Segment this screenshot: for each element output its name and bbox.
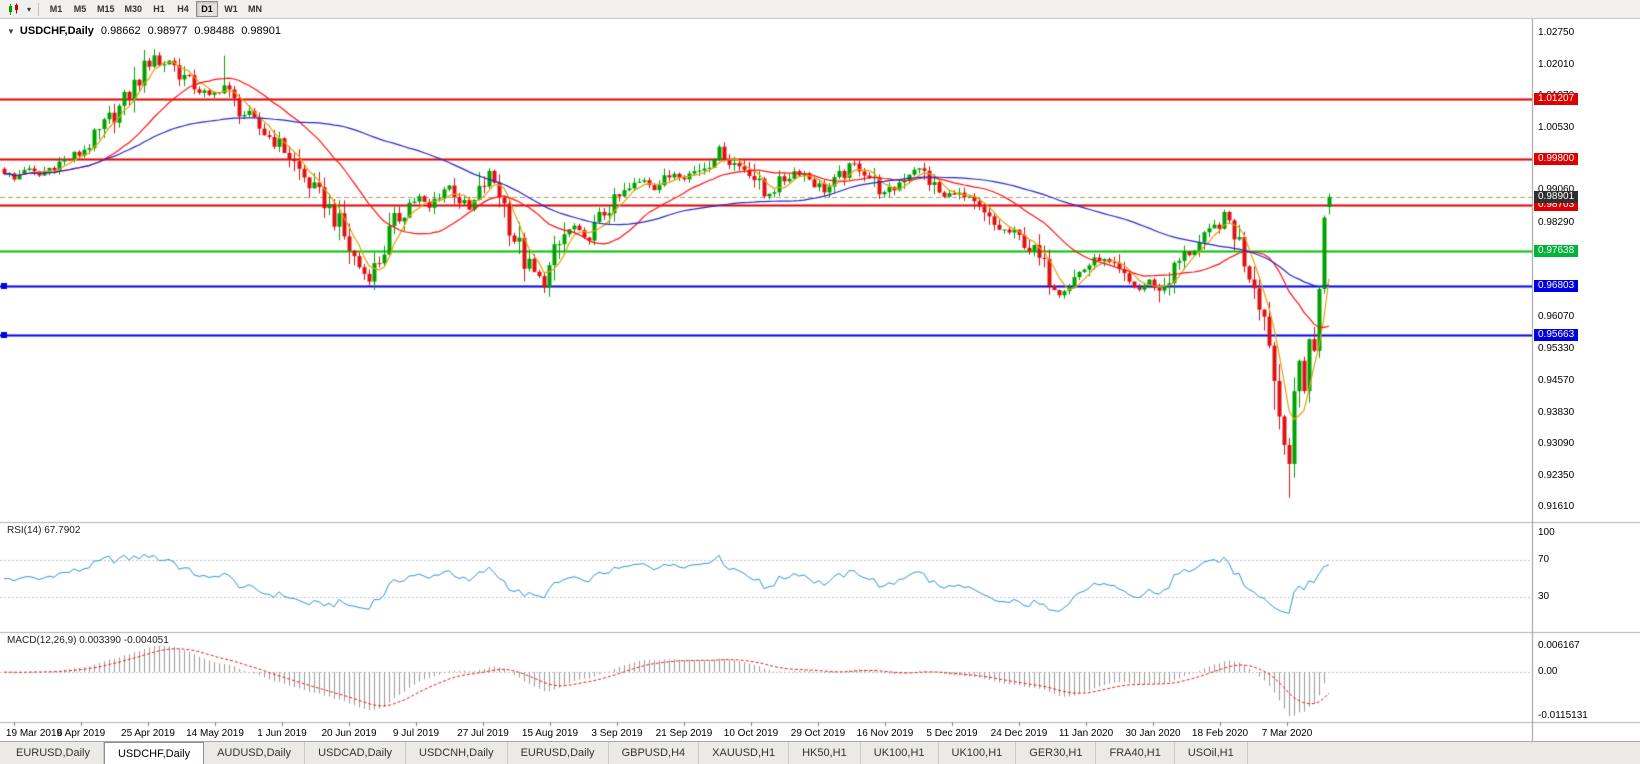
- date-axis-label: 25 Apr 2019: [121, 728, 175, 739]
- chart-type-dropdown-icon[interactable]: ▾: [27, 4, 32, 14]
- date-axis-label: 6 Apr 2019: [56, 728, 106, 739]
- rsi-indicator-label: RSI(14) 67.7902: [7, 525, 81, 536]
- chart-tab[interactable]: AUDUSD,Daily: [204, 742, 306, 764]
- date-axis-label: 24 Dec 2019: [990, 728, 1048, 739]
- toolbar: ▾ M1 M5 M15 M30 H1 H4 D1 W1 MN: [0, 0, 1640, 19]
- date-axis-label: 27 Jul 2019: [457, 728, 509, 739]
- date-axis-label: 18 Feb 2020: [1191, 728, 1249, 739]
- date-axis-label: 19 Mar 2019: [5, 728, 63, 739]
- date-axis-label: 20 Jun 2019: [321, 728, 377, 739]
- price-axis-label: 0.93090: [1538, 438, 1575, 450]
- price-badge: 0.98901: [1534, 190, 1579, 203]
- chart-tab[interactable]: USDCNH,Daily: [406, 742, 508, 764]
- price-badge: 0.99800: [1534, 152, 1579, 165]
- date-axis-label: 5 Dec 2019: [926, 728, 978, 739]
- price-badge: 1.01207: [1534, 92, 1579, 105]
- tf-button-m1[interactable]: M1: [45, 1, 67, 17]
- price-axis-label: 0.98290: [1538, 216, 1575, 228]
- price-chart-canvas[interactable]: [0, 19, 1640, 741]
- date-axis-label: 14 May 2019: [186, 728, 244, 739]
- rsi-axis-label: 30: [1538, 590, 1550, 602]
- chart-tab[interactable]: XAUUSD,H1: [699, 742, 790, 764]
- chart-tab[interactable]: USDCAD,Daily: [305, 742, 407, 764]
- chart-tab[interactable]: USDCHF,Daily: [103, 742, 205, 764]
- date-axis-label: 16 Nov 2019: [856, 728, 914, 739]
- chart-tab[interactable]: UK100,H1: [939, 742, 1017, 764]
- symbol-timeframe-label: USDCHF,Daily: [19, 25, 94, 37]
- tf-button-m30[interactable]: M30: [121, 1, 147, 17]
- price-axis-label: 0.94570: [1538, 375, 1575, 387]
- price-axis-label: 0.96070: [1538, 311, 1575, 323]
- chart-tab[interactable]: USOil,H1: [1175, 742, 1248, 764]
- price-axis-label: 1.00530: [1538, 121, 1575, 133]
- chart-tab[interactable]: GER30,H1: [1016, 742, 1097, 764]
- chart-tabs-bar: EURUSD,Daily USDCHF,Daily AUDUSD,Daily U…: [0, 741, 1640, 764]
- date-axis-label: 10 Oct 2019: [723, 728, 779, 739]
- date-axis-label: 7 Mar 2020: [1261, 728, 1313, 739]
- price-axis-label: 0.99060: [1538, 184, 1575, 196]
- rsi-axis-label: 70: [1538, 554, 1550, 566]
- date-axis-label: 1 Jun 2019: [257, 728, 307, 739]
- chart-tab[interactable]: HK50,H1: [789, 742, 861, 764]
- tf-button-h4[interactable]: H4: [172, 1, 194, 17]
- price-axis-label: 1.02750: [1538, 27, 1575, 38]
- tf-button-m15[interactable]: M15: [93, 1, 119, 17]
- toolbar-separator: [38, 2, 40, 16]
- high-value: 0.98977: [147, 25, 188, 37]
- date-axis-label: 9 Jul 2019: [392, 728, 440, 739]
- low-value: 0.98488: [194, 25, 235, 37]
- chart-tab[interactable]: UK100,H1: [861, 742, 939, 764]
- price-axis-label: 0.93830: [1538, 406, 1575, 418]
- close-value: 0.98901: [241, 25, 281, 37]
- macd-axis-label: 0.006167: [1538, 640, 1580, 651]
- price-axis-label: 1.02010: [1538, 58, 1575, 70]
- macd-axis-label: -0.0115131: [1538, 710, 1588, 721]
- tf-button-mn[interactable]: MN: [244, 1, 266, 17]
- date-axis-label: 11 Jan 2020: [1058, 728, 1114, 739]
- open-value: 0.98662: [100, 25, 141, 37]
- tf-button-m5[interactable]: M5: [69, 1, 91, 17]
- chart-window: ▼ USDCHF,Daily 0.98662 0.98977 0.98488 0…: [0, 19, 1640, 741]
- price-badge: 0.96803: [1534, 280, 1579, 293]
- macd-axis-label: 0.00: [1538, 666, 1558, 678]
- date-axis-label: 15 Aug 2019: [521, 728, 579, 739]
- chart-tab[interactable]: EURUSD,Daily: [508, 742, 609, 764]
- chart-tab[interactable]: FRA40,H1: [1096, 742, 1175, 764]
- date-axis-label: 30 Jan 2020: [1125, 728, 1181, 739]
- chart-tab[interactable]: EURUSD,Daily: [3, 742, 104, 764]
- chart-ohlc-header: ▼ USDCHF,Daily 0.98662 0.98977 0.98488 0…: [7, 25, 281, 37]
- price-axis-label: 0.95330: [1538, 342, 1575, 354]
- date-axis-label: 21 Sep 2019: [655, 728, 713, 739]
- date-axis-label: 3 Sep 2019: [591, 728, 643, 739]
- price-axis-label: 0.92350: [1538, 469, 1575, 481]
- price-badge: 0.97638: [1534, 244, 1579, 257]
- date-axis-label: 29 Oct 2019: [790, 728, 846, 739]
- rsi-axis-label: 100: [1538, 527, 1555, 538]
- tf-button-h1[interactable]: H1: [148, 1, 170, 17]
- price-badge: 0.95663: [1534, 328, 1579, 341]
- macd-indicator-label: MACD(12,26,9) 0.003390 -0.004051: [7, 635, 169, 646]
- tf-button-d1[interactable]: D1: [196, 1, 219, 17]
- one-click-trading-icon[interactable]: ▼: [7, 26, 15, 36]
- chart-tab[interactable]: GBPUSD,H4: [609, 742, 700, 764]
- chart-type-icon[interactable]: [6, 3, 23, 16]
- tf-button-w1[interactable]: W1: [220, 1, 242, 17]
- price-axis-label: 0.91610: [1538, 501, 1575, 513]
